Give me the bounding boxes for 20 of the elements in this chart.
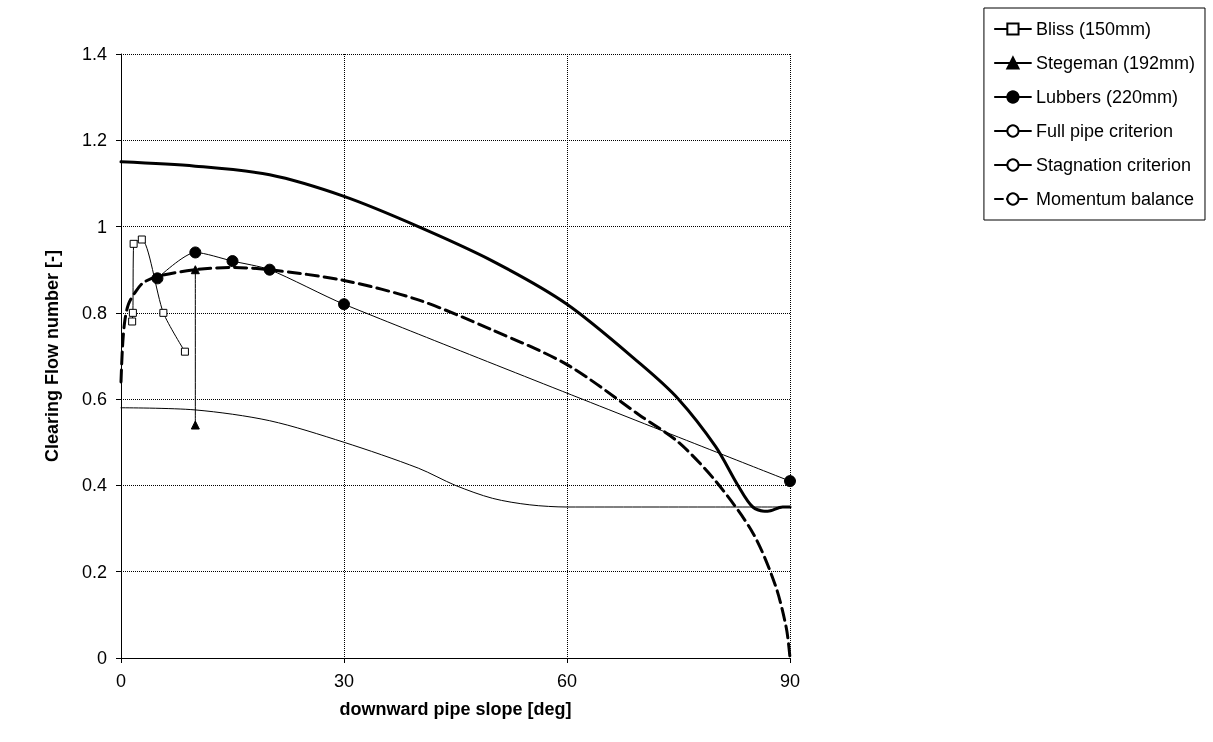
x-axis-title: downward pipe slope [deg] xyxy=(339,699,572,719)
y-tick-label: 0.4 xyxy=(81,475,107,496)
y-axis-title: Clearing Flow number [-] xyxy=(42,249,62,463)
y-tick-label: 1.4 xyxy=(81,44,107,64)
y-tick-label: 1.2 xyxy=(81,130,107,151)
x-tick-label: 0 xyxy=(115,671,127,691)
x-tick-label: 30 xyxy=(333,671,355,691)
legend-label: Stagnation criterion xyxy=(1035,155,1192,175)
y-tick-label: 0 xyxy=(96,648,107,668)
x-tick-label: 90 xyxy=(779,671,801,691)
x-tick-label: 60 xyxy=(556,671,578,691)
y-tick-label: 0.6 xyxy=(81,389,107,410)
y-tick-label: 1 xyxy=(96,216,107,237)
legend-label: Momentum balance xyxy=(1035,189,1195,209)
y-tick-label: 0.8 xyxy=(81,302,107,323)
legend-label: Stegeman (192mm) xyxy=(1035,53,1196,73)
y-tick-label: 0.2 xyxy=(81,561,107,582)
legend-label: Lubbers (220mm) xyxy=(1035,87,1178,107)
legend-label: Bliss (150mm) xyxy=(1035,19,1151,39)
legend-label: Full pipe criterion xyxy=(1035,121,1173,141)
